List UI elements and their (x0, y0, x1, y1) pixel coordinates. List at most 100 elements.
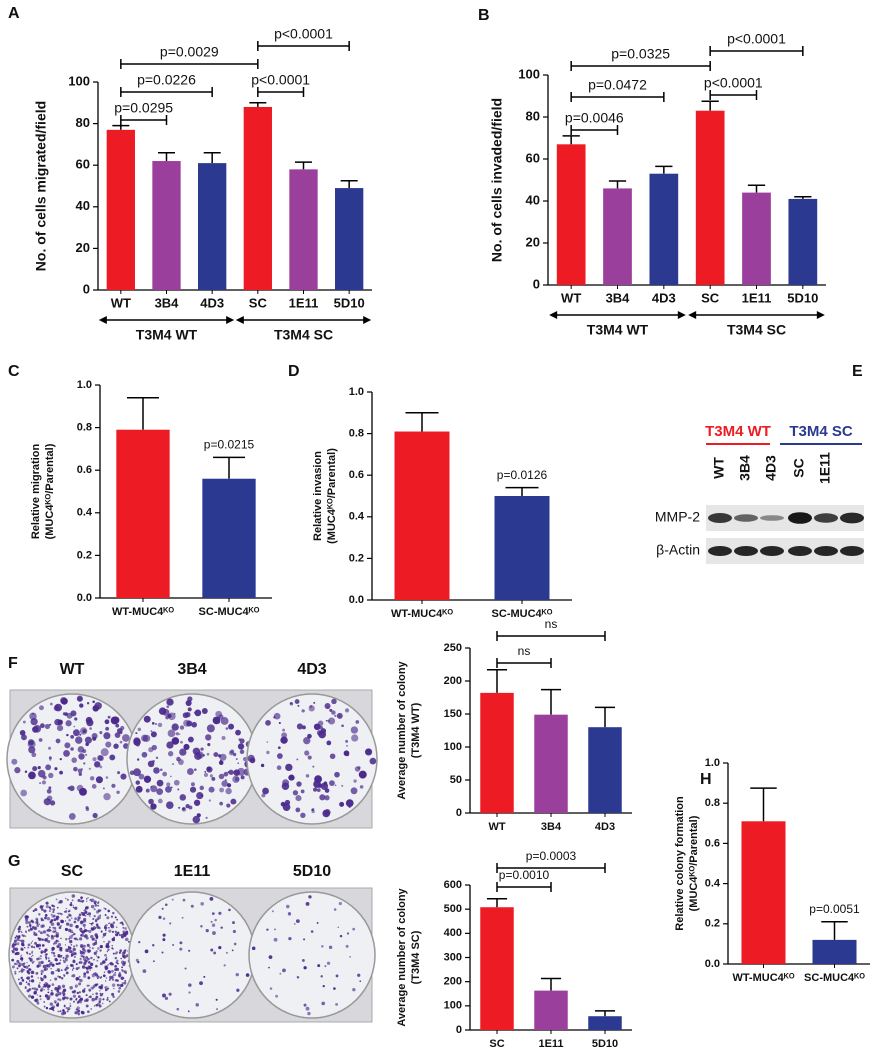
colony (113, 987, 115, 990)
colony (36, 1001, 40, 1005)
colony (127, 940, 130, 943)
colony (39, 998, 42, 1001)
colony (119, 984, 123, 987)
colony (39, 982, 41, 984)
colony (121, 966, 124, 969)
colony (88, 984, 90, 987)
colony (98, 1004, 102, 1008)
colony (66, 898, 69, 901)
colony (237, 762, 240, 765)
colony (79, 727, 88, 735)
colony (107, 909, 111, 913)
colony (142, 969, 147, 973)
colony (40, 973, 43, 976)
colony (211, 776, 216, 781)
colony (158, 707, 167, 715)
colony (92, 757, 97, 762)
panel-letter: D (288, 363, 300, 380)
colony (69, 1003, 71, 1005)
colony (166, 705, 170, 709)
colony (108, 926, 110, 929)
y-tick-label: 1.0 (349, 386, 364, 398)
colony (123, 981, 127, 985)
colony (68, 918, 71, 922)
colony (202, 754, 205, 757)
y-tick-label: 1.0 (705, 757, 720, 769)
colony (93, 958, 95, 961)
colony (46, 929, 49, 932)
colony (46, 933, 49, 937)
blot-band (708, 513, 732, 523)
p-value: p=0.0046 (565, 110, 624, 126)
colony (80, 961, 83, 964)
colony (223, 964, 226, 967)
colony (51, 952, 53, 954)
colony (104, 967, 108, 971)
x-tick-label: 4D3 (200, 295, 224, 310)
colony (69, 935, 73, 939)
colony (307, 755, 312, 760)
colony (95, 923, 99, 926)
colony (48, 786, 52, 790)
colony (212, 931, 216, 935)
colony (62, 1009, 65, 1012)
y-tick-label: 400 (444, 927, 462, 939)
colony (14, 943, 17, 946)
p-value: p<0.0001 (727, 31, 786, 47)
colony (92, 984, 96, 988)
colony (13, 939, 17, 943)
colony (45, 901, 49, 905)
colony (38, 930, 41, 933)
colony (28, 980, 31, 982)
colony (54, 986, 58, 991)
lane-label: 1E11 (817, 452, 833, 484)
colony (129, 770, 135, 776)
colony (334, 771, 340, 778)
colony (103, 971, 106, 973)
colony (27, 994, 32, 998)
colony (235, 972, 239, 977)
colony (189, 786, 197, 793)
colony (251, 946, 256, 951)
colony (75, 963, 78, 966)
colony (232, 921, 235, 925)
colony (135, 732, 138, 735)
colony (121, 923, 125, 926)
colony (100, 930, 103, 932)
colony (324, 809, 331, 816)
colony (292, 790, 299, 796)
colony (195, 1003, 199, 1007)
colony (14, 767, 21, 774)
x-tick-label: 5D10 (334, 295, 365, 310)
colony (85, 716, 93, 724)
colony (21, 734, 27, 741)
colony (80, 920, 84, 924)
plate-well (246, 693, 378, 825)
p-value: p=0.0029 (160, 44, 219, 60)
colony (208, 799, 211, 802)
colony (36, 964, 40, 968)
colony (82, 944, 86, 948)
colony (276, 765, 282, 771)
colony (21, 934, 24, 937)
group-label: T3M4 WT (136, 327, 198, 343)
y-axis-label: (MUC4ᴷᴼ/Parental) (688, 815, 700, 911)
colony (104, 986, 107, 989)
colony (95, 939, 97, 942)
panel-letter: F (8, 655, 18, 672)
colony (60, 913, 63, 916)
colony (278, 721, 281, 725)
colony (73, 933, 76, 936)
colony (58, 991, 62, 996)
colony (206, 752, 210, 756)
colony (109, 961, 113, 965)
colony (30, 945, 34, 948)
colony (179, 947, 183, 951)
colony (269, 987, 273, 990)
colony (48, 746, 51, 750)
colony (50, 913, 53, 916)
colony (200, 901, 204, 906)
colony (65, 907, 68, 910)
colony (338, 901, 342, 906)
colony (114, 930, 118, 934)
